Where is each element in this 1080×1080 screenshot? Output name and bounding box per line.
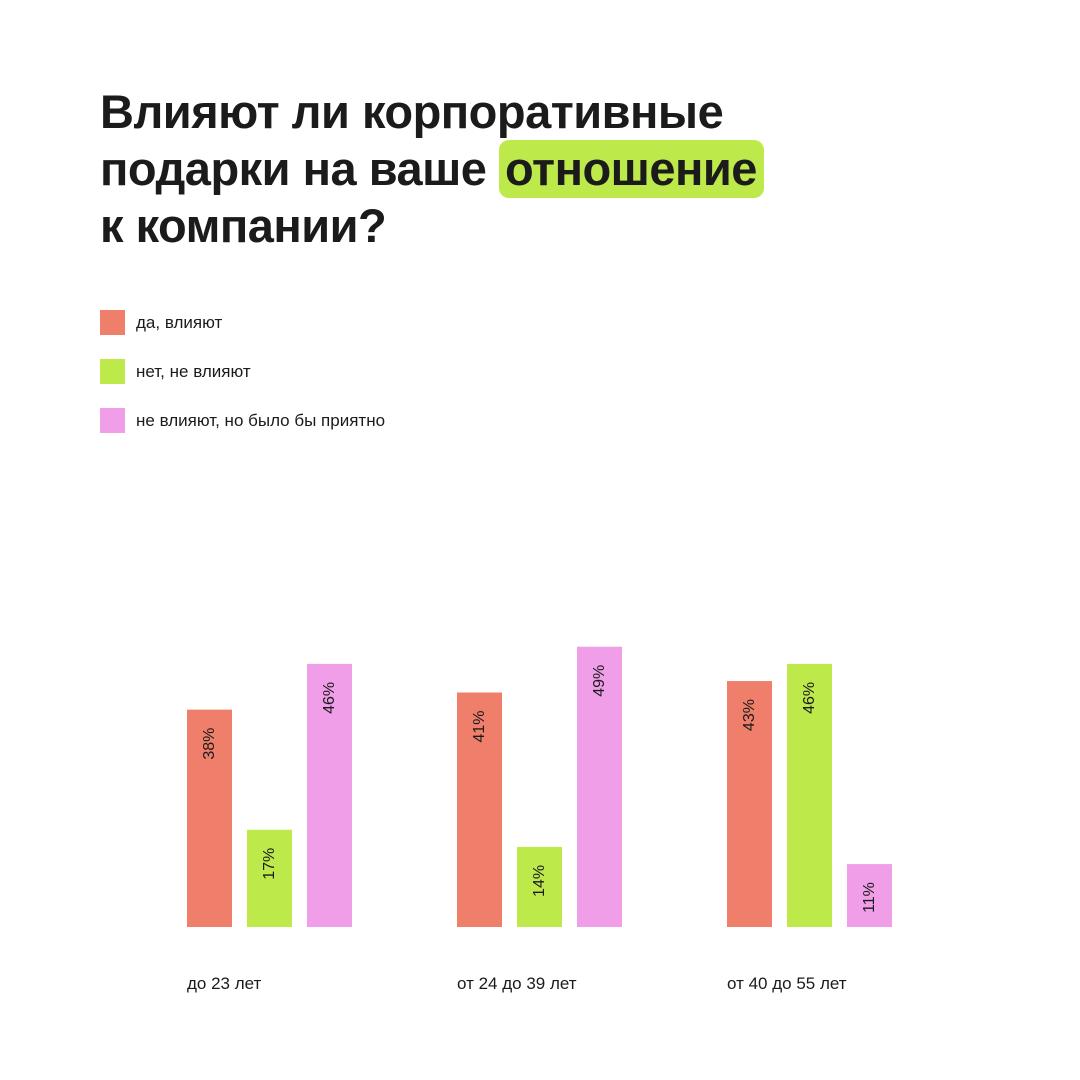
category-label-2: от 24 до 39 лет	[457, 974, 577, 993]
data-label-no-group-2: 14%	[531, 865, 548, 897]
title-highlight: отношение	[499, 140, 764, 198]
bar-no-group-2	[517, 846, 562, 927]
data-label-nice-group-2: 49%	[591, 665, 608, 697]
data-label-no-group-1: 17%	[261, 848, 278, 880]
data-label-yes-group-1: 38%	[201, 728, 218, 760]
title-line-1: Влияют ли корпоративные	[100, 85, 724, 138]
data-label-no-group-3: 46%	[801, 682, 818, 714]
legend-swatch-yes	[100, 310, 125, 335]
bar-nice-group-3	[847, 864, 892, 927]
legend-label-nice: не влияют, но было бы приятно	[136, 410, 386, 430]
legend-item-yes: да, влияют	[100, 310, 385, 335]
legend-label-no: нет, не влияют	[136, 361, 251, 381]
bar-yes-group-1	[187, 709, 232, 927]
bar-yes-group-3	[727, 681, 772, 927]
data-label-nice-group-3: 11%	[861, 882, 878, 913]
data-label-yes-group-2: 41%	[471, 710, 488, 742]
title-line-2-text: подарки на ваше	[100, 142, 500, 195]
category-label-1: до 23 лет	[187, 974, 262, 993]
data-label-yes-group-3: 43%	[741, 699, 758, 731]
chart-legend: да, влияют нет, не влияют не влияют, но …	[100, 310, 385, 457]
legend-label-yes: да, влияют	[136, 312, 223, 332]
title-line-2: подарки на ваше отношение	[100, 140, 764, 198]
legend-swatch-nice	[100, 408, 125, 433]
legend-item-no: нет, не влияют	[100, 359, 385, 384]
bar-nice-group-2	[577, 646, 622, 927]
bar-nice-group-1	[307, 663, 352, 927]
legend-swatch-no	[100, 359, 125, 384]
bar-yes-group-2	[457, 692, 502, 927]
bar-no-group-1	[247, 829, 292, 927]
chart-title: Влияют ли корпоративные подарки на ваше …	[100, 84, 764, 254]
data-label-nice-group-1: 46%	[321, 682, 338, 714]
legend-item-nice: не влияют, но было бы приятно	[100, 408, 385, 433]
title-line-3: к компании?	[100, 199, 387, 252]
category-label-3: от 40 до 55 лет	[727, 974, 847, 993]
bar-no-group-3	[787, 663, 832, 927]
